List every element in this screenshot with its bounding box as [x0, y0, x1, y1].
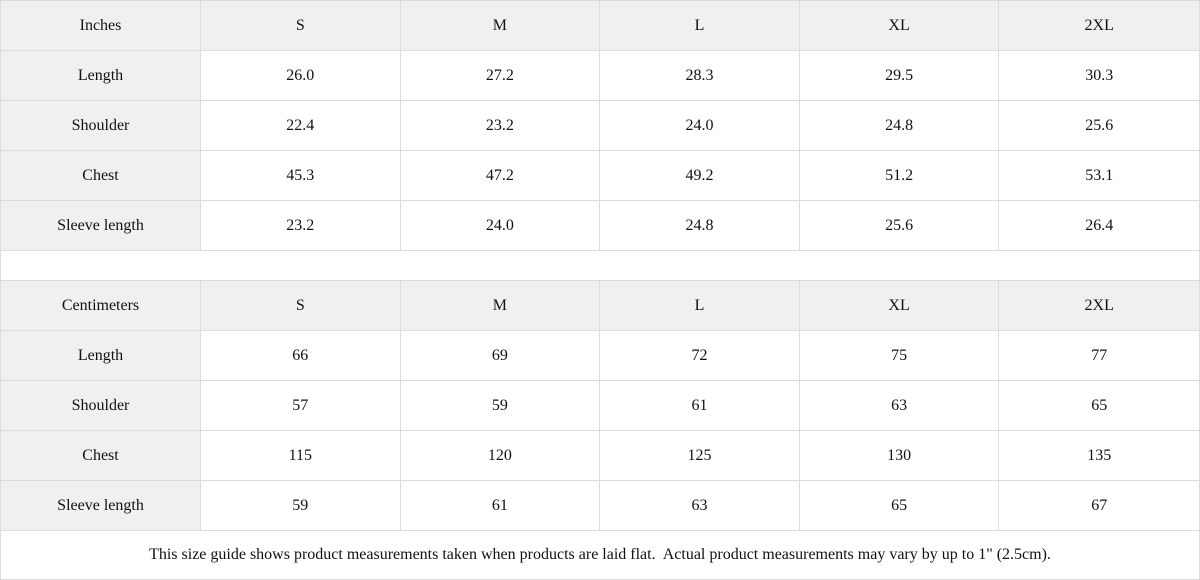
unit-header-cell: Inches [1, 1, 201, 51]
value-cell: 115 [201, 431, 401, 481]
unit-header-cell: Centimeters [1, 281, 201, 331]
size-header-cell: L [600, 281, 800, 331]
value-cell: 66 [201, 331, 401, 381]
value-cell: 57 [201, 381, 401, 431]
value-cell: 24.0 [400, 201, 601, 251]
size-header-cell: M [400, 281, 601, 331]
value-cell: 25.6 [799, 201, 1000, 251]
value-cell: 63 [600, 481, 800, 531]
size-header-cell: XL [799, 281, 1000, 331]
size-header-cell: S [201, 1, 401, 51]
value-cell: 59 [201, 481, 401, 531]
value-cell: 24.0 [600, 101, 800, 151]
size-header-cell: 2XL [999, 281, 1199, 331]
value-cell: 72 [600, 331, 800, 381]
value-cell: 23.2 [201, 201, 401, 251]
value-cell: 25.6 [999, 101, 1199, 151]
value-cell: 75 [799, 331, 1000, 381]
value-cell: 27.2 [400, 51, 601, 101]
value-cell: 28.3 [600, 51, 800, 101]
row-label-cell: Shoulder [1, 101, 201, 151]
size-table-inches: Inches S M L XL 2XL Length 26.0 27.2 28.3 29.5 30.3… [1, 1, 1199, 251]
row-label-cell: Chest [1, 151, 201, 201]
value-cell: 130 [799, 431, 1000, 481]
value-cell: 65 [999, 381, 1199, 431]
size-header-cell: XL [799, 1, 1000, 51]
row-label-cell: Shoulder [1, 381, 201, 431]
value-cell: 61 [600, 381, 800, 431]
value-cell: 120 [400, 431, 601, 481]
size-header-cell: M [400, 1, 601, 51]
value-cell: 47.2 [400, 151, 601, 201]
value-cell: 69 [400, 331, 601, 381]
row-label-cell: Length [1, 51, 201, 101]
size-guide-footnote: This size guide shows product measuremen… [1, 531, 1199, 579]
size-header-cell: L [600, 1, 800, 51]
value-cell: 22.4 [201, 101, 401, 151]
size-header-cell: 2XL [999, 1, 1199, 51]
value-cell: 24.8 [799, 101, 1000, 151]
table-spacer [1, 251, 1199, 281]
value-cell: 45.3 [201, 151, 401, 201]
value-cell: 61 [400, 481, 601, 531]
row-label-cell: Sleeve length [1, 201, 201, 251]
value-cell: 59 [400, 381, 601, 431]
value-cell: 125 [600, 431, 800, 481]
value-cell: 29.5 [799, 51, 1000, 101]
value-cell: 30.3 [999, 51, 1199, 101]
value-cell: 26.4 [999, 201, 1199, 251]
size-table-centimeters: Centimeters S M L XL 2XL Length 66 69 72 75 77 Shoul… [1, 281, 1199, 531]
value-cell: 65 [799, 481, 1000, 531]
value-cell: 77 [999, 331, 1199, 381]
value-cell: 53.1 [999, 151, 1199, 201]
value-cell: 24.8 [600, 201, 800, 251]
row-label-cell: Length [1, 331, 201, 381]
row-label-cell: Chest [1, 431, 201, 481]
value-cell: 23.2 [400, 101, 601, 151]
value-cell: 49.2 [600, 151, 800, 201]
size-header-cell: S [201, 281, 401, 331]
row-label-cell: Sleeve length [1, 481, 201, 531]
value-cell: 63 [799, 381, 1000, 431]
value-cell: 51.2 [799, 151, 1000, 201]
value-cell: 135 [999, 431, 1199, 481]
value-cell: 26.0 [201, 51, 401, 101]
value-cell: 67 [999, 481, 1199, 531]
